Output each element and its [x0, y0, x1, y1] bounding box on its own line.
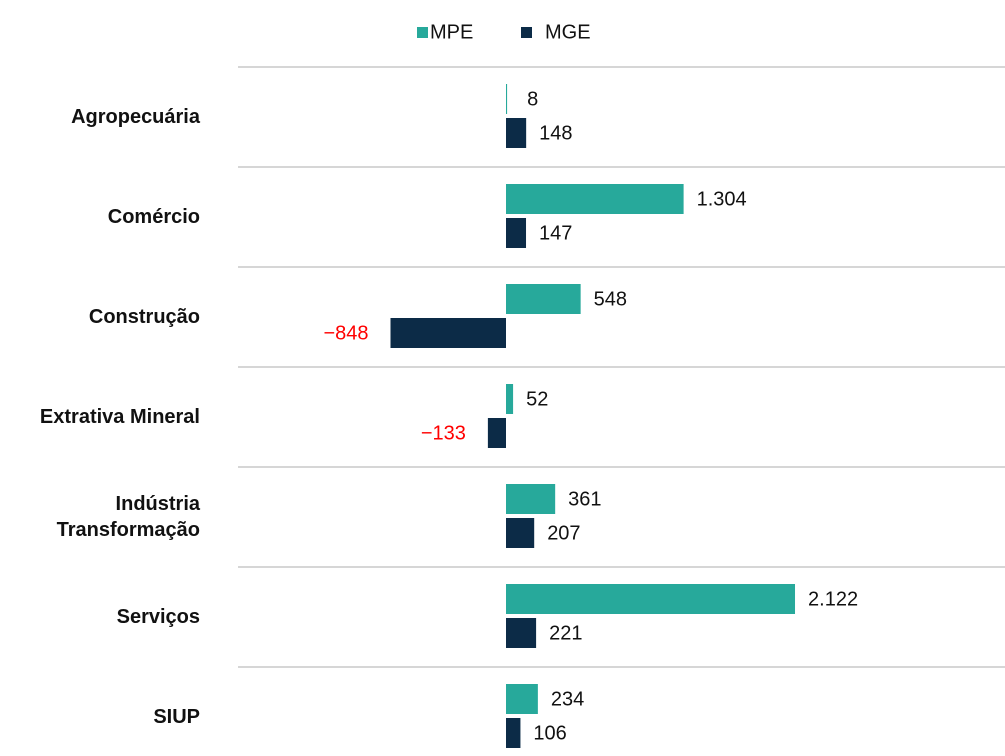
value-label: 52 — [526, 388, 548, 410]
value-label: 106 — [533, 722, 566, 744]
bar — [506, 384, 514, 414]
category-label: Indústria Transformação — [56, 493, 200, 541]
category-label: Comércio — [107, 206, 200, 228]
legend-label: MPE — [430, 21, 473, 43]
bar — [506, 484, 556, 514]
value-label: −848 — [323, 322, 368, 344]
bar — [506, 718, 521, 748]
bar — [506, 518, 535, 548]
category-label: Extrativa Mineral — [39, 406, 200, 428]
bar — [506, 218, 527, 248]
legend-label: MGE — [545, 21, 591, 43]
value-label: 234 — [551, 688, 584, 710]
bar — [506, 84, 508, 114]
value-label: 8 — [527, 88, 538, 110]
value-label: 548 — [594, 288, 627, 310]
value-label: 207 — [547, 522, 580, 544]
bar — [506, 118, 527, 148]
value-label: −133 — [421, 422, 466, 444]
bar — [506, 618, 537, 648]
value-label: 147 — [539, 222, 572, 244]
bar — [506, 684, 538, 714]
value-label: 361 — [568, 488, 601, 510]
value-label: 1.304 — [697, 188, 747, 210]
legend-swatch — [417, 27, 428, 38]
value-label: 2.122 — [808, 588, 858, 610]
legend-swatch — [521, 27, 532, 38]
category-label: Construção — [88, 306, 200, 328]
category-label: Serviços — [116, 606, 200, 628]
bar — [506, 584, 796, 614]
value-label: 148 — [539, 122, 572, 144]
category-label: Agropecuária — [71, 106, 200, 128]
category-label: SIUP — [153, 706, 200, 728]
bar — [506, 184, 684, 214]
bar — [487, 418, 506, 448]
bar — [390, 318, 506, 348]
bar — [506, 284, 581, 314]
value-label: 221 — [549, 622, 582, 644]
